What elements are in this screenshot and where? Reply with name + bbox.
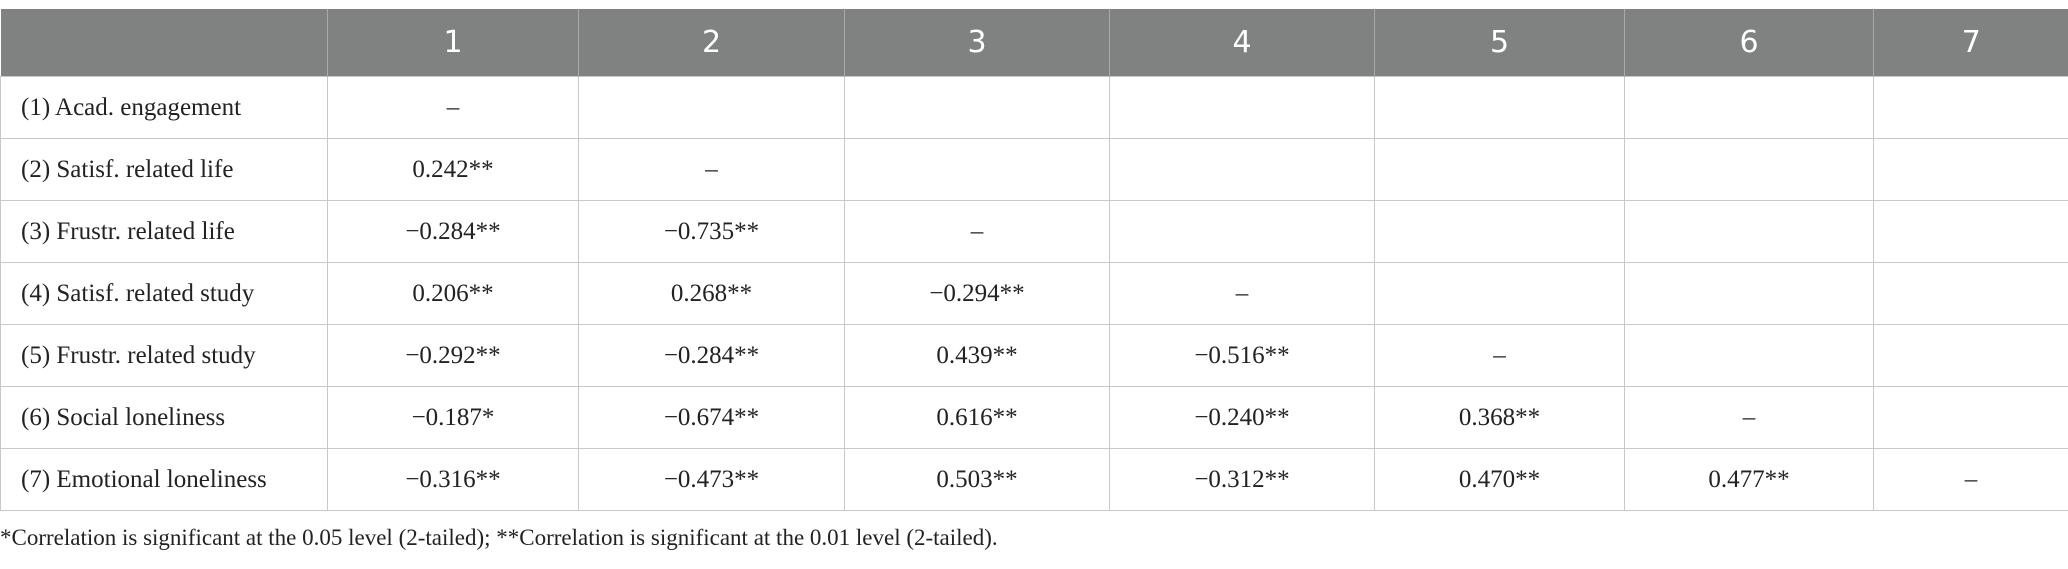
table-cell: 0.268** (578, 262, 845, 325)
header-corner (0, 9, 328, 77)
empty-cell (1109, 76, 1375, 139)
table-cell: −0.312** (1109, 448, 1375, 511)
column-header: 3 (844, 9, 1110, 77)
table-row: (2) Satisf. related life 0.242** – (0, 138, 2068, 201)
table-row: (1) Acad. engagement – (0, 76, 2068, 139)
table-cell: −0.240** (1109, 386, 1375, 449)
column-header: 4 (1109, 9, 1375, 77)
empty-cell (1624, 262, 1874, 325)
empty-cell (1624, 76, 1874, 139)
table-cell: 0.470** (1374, 448, 1625, 511)
table-cell: 0.439** (844, 324, 1110, 387)
table-cell: −0.294** (844, 262, 1110, 325)
table-cell: – (327, 76, 579, 139)
empty-cell (1873, 324, 2068, 387)
row-label: (1) Acad. engagement (0, 76, 328, 139)
table-row: (5) Frustr. related study −0.292** −0.284*… (0, 324, 2068, 387)
table-cell: – (1624, 386, 1874, 449)
table-cell: −0.284** (578, 324, 845, 387)
table-cell: 0.206** (327, 262, 579, 325)
table-row: (4) Satisf. related study 0.206** 0.268** −… (0, 262, 2068, 325)
table-cell: −0.516** (1109, 324, 1375, 387)
empty-cell (844, 76, 1110, 139)
empty-cell (1109, 200, 1375, 263)
table-cell: −0.187* (327, 386, 579, 449)
empty-cell (844, 138, 1110, 201)
table-cell: 0.242** (327, 138, 579, 201)
row-label: (4) Satisf. related study (0, 262, 328, 325)
empty-cell (1873, 76, 2068, 139)
table-cell: −0.674** (578, 386, 845, 449)
empty-cell (1873, 138, 2068, 201)
empty-cell (578, 76, 845, 139)
row-label: (2) Satisf. related life (0, 138, 328, 201)
table-cell: – (1109, 262, 1375, 325)
row-label: (3) Frustr. related life (0, 200, 328, 263)
empty-cell (1109, 138, 1375, 201)
table-cell: – (844, 200, 1110, 263)
table-cell: −0.473** (578, 448, 845, 511)
empty-cell (1374, 138, 1625, 201)
column-header: 7 (1873, 9, 2068, 77)
table-cell: – (1873, 448, 2068, 511)
empty-cell (1374, 262, 1625, 325)
table-cell: −0.316** (327, 448, 579, 511)
row-label: (6) Social loneliness (0, 386, 328, 449)
column-header: 5 (1374, 9, 1625, 77)
empty-cell (1624, 324, 1874, 387)
empty-cell (1873, 262, 2068, 325)
column-header: 6 (1624, 9, 1874, 77)
empty-cell (1873, 386, 2068, 449)
footnote: *Correlation is significant at the 0.05 … (0, 525, 998, 550)
table-cell: 0.477** (1624, 448, 1874, 511)
table-cell: −0.292** (327, 324, 579, 387)
empty-cell (1374, 200, 1625, 263)
empty-cell (1624, 138, 1874, 201)
table-row: (7) Emotional loneliness −0.316** −0.473**… (0, 448, 2068, 511)
table-cell: – (1374, 324, 1625, 387)
empty-cell (1624, 200, 1874, 263)
column-header: 2 (578, 9, 845, 77)
table-row: (6) Social loneliness −0.187* −0.674** 0.61… (0, 386, 2068, 449)
table-body: (1) Acad. engagement – (2) Satisf. related… (0, 76, 2068, 511)
empty-cell (1374, 76, 1625, 139)
row-label: (7) Emotional loneliness (0, 448, 328, 511)
table-cell: 0.503** (844, 448, 1110, 511)
table-cell: 0.368** (1374, 386, 1625, 449)
table-cell: – (578, 138, 845, 201)
table-row: (3) Frustr. related life −0.284** −0.735**… (0, 200, 2068, 263)
empty-cell (1873, 200, 2068, 263)
table-cell: −0.284** (327, 200, 579, 263)
column-header: 1 (327, 9, 579, 77)
row-label: (5) Frustr. related study (0, 324, 328, 387)
table-cell: −0.735** (578, 200, 845, 263)
table-cell: 0.616** (844, 386, 1110, 449)
